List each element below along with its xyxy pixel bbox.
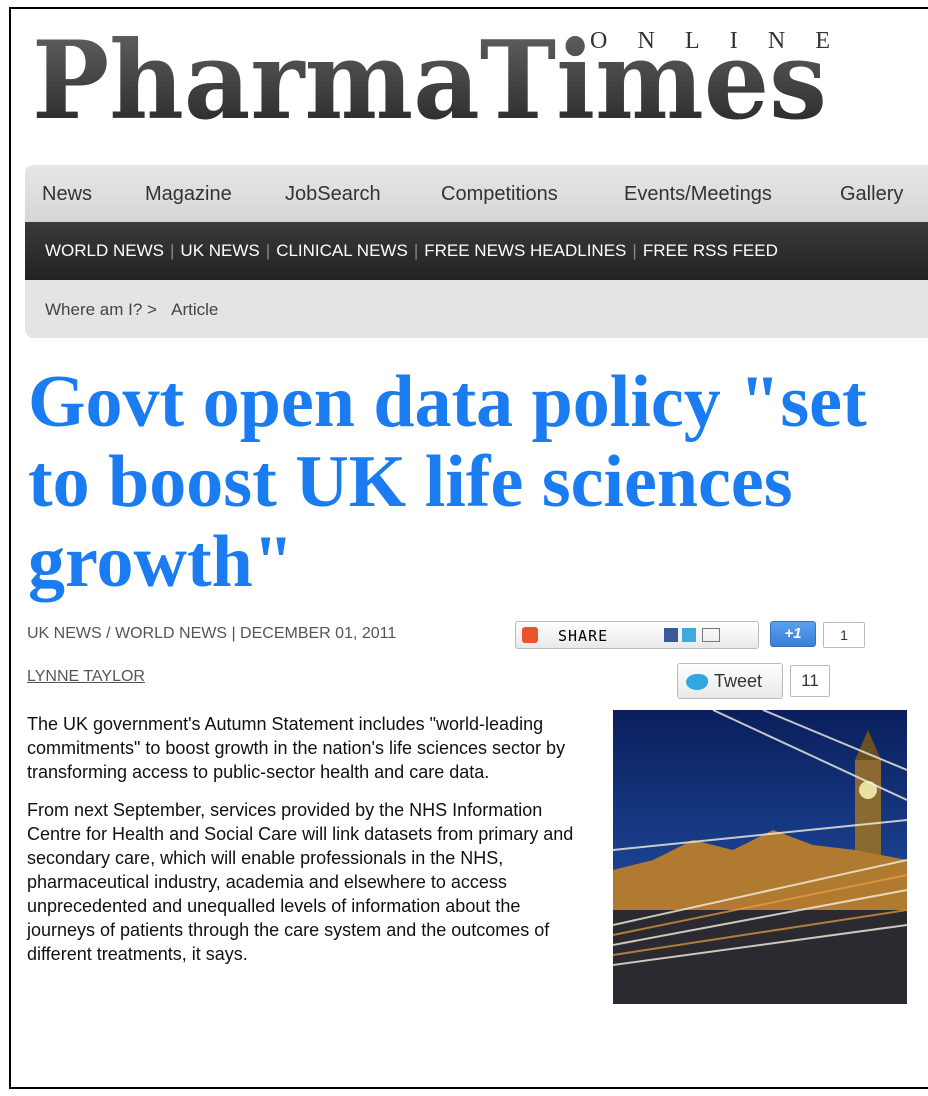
nav-item[interactable]: Competitions	[441, 183, 558, 206]
sub-nav-item[interactable]: FREE NEWS HEADLINES	[424, 241, 626, 260]
nav-item[interactable]: JobSearch	[285, 183, 381, 206]
breadcrumb-label: Where am I? >	[45, 300, 157, 319]
sub-nav-item[interactable]: CLINICAL NEWS	[276, 241, 408, 260]
logo[interactable]: PharmaTimes ONLINE	[30, 18, 850, 148]
headline: Govt open data policy "set to boost UK l…	[28, 362, 908, 602]
tweet-button[interactable]: Tweet	[677, 663, 783, 699]
facebook-icon	[664, 628, 678, 642]
separator: |	[266, 241, 270, 260]
sub-nav-item[interactable]: FREE RSS FEED	[643, 241, 778, 260]
breadcrumb-current[interactable]: Article	[171, 300, 218, 319]
tweet-label: Tweet	[714, 671, 762, 691]
nav-bar: News Magazine JobSearch Competitions Events/…	[25, 165, 928, 222]
author[interactable]: LYNNE TAYLOR	[27, 668, 145, 686]
article-meta: UK NEWS / WORLD NEWS | DECEMBER 01, 2011	[27, 625, 396, 643]
separator: |	[414, 241, 418, 260]
share-icon	[522, 627, 538, 643]
sub-nav: WORLD NEWS | UK NEWS | CLINICAL NEWS | FREE NE…	[25, 222, 928, 280]
sub-nav-item[interactable]: WORLD NEWS	[45, 241, 164, 260]
plus-one-count: 1	[823, 622, 865, 648]
sub-nav-item[interactable]: UK NEWS	[180, 241, 259, 260]
logo-title: PharmaTimes	[32, 18, 827, 144]
nav-item[interactable]: Gallery	[840, 183, 903, 206]
article-photo	[613, 710, 907, 1004]
share-button[interactable]: SHARE	[515, 621, 759, 649]
breadcrumb: Where am I? > Article	[25, 280, 928, 338]
nav-item[interactable]: News	[42, 183, 92, 206]
nav-item[interactable]: Magazine	[145, 183, 232, 206]
page: PharmaTimes ONLINE News Magazine JobSearch…	[0, 0, 928, 1096]
nav-item[interactable]: Events/Meetings	[624, 183, 772, 206]
separator: |	[170, 241, 174, 260]
twitter-icon	[686, 674, 708, 690]
email-icon	[702, 628, 720, 642]
tumblr-icon	[682, 628, 696, 642]
separator: |	[632, 241, 636, 260]
plus-one-button[interactable]: +1	[770, 621, 816, 647]
article-body: The UK government's Autumn Statement inc…	[27, 712, 907, 1010]
tweet-count: 11	[790, 665, 830, 697]
share-label: SHARE	[558, 627, 608, 645]
